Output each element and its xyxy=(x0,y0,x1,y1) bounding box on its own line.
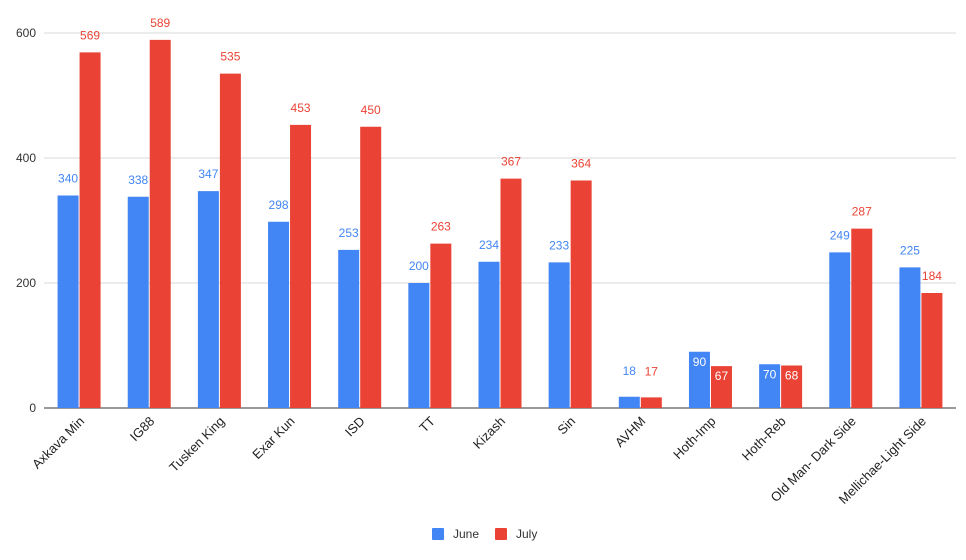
bar-july-7 xyxy=(570,180,592,408)
data-label-july-0: 569 xyxy=(80,28,100,42)
data-label-july-10: 68 xyxy=(785,369,799,383)
data-label-july-9: 67 xyxy=(715,369,729,383)
x-tick-label: Exar Kun xyxy=(249,414,297,462)
data-label-june-11: 249 xyxy=(830,228,850,242)
data-label-june-7: 233 xyxy=(549,238,569,252)
bar-june-12 xyxy=(899,267,921,408)
data-label-july-3: 453 xyxy=(291,101,311,115)
bar-june-4 xyxy=(338,249,360,408)
gridlines xyxy=(44,32,956,409)
data-label-june-8: 18 xyxy=(623,364,637,378)
bar-july-5 xyxy=(430,243,452,408)
data-label-june-12: 225 xyxy=(900,243,920,257)
y-tick-label: 400 xyxy=(16,151,36,165)
data-label-july-1: 589 xyxy=(150,16,170,30)
bar-july-3 xyxy=(290,124,312,408)
x-tick-label: Tusken King xyxy=(166,414,227,475)
bars xyxy=(57,39,943,408)
data-label-june-6: 234 xyxy=(479,238,499,252)
bar-july-4 xyxy=(360,126,382,408)
data-label-june-4: 253 xyxy=(339,226,359,240)
data-label-june-9: 90 xyxy=(693,355,707,369)
bar-june-11 xyxy=(829,252,851,408)
data-label-july-7: 364 xyxy=(571,157,591,171)
x-tick-label: Hoth-Imp xyxy=(670,414,718,462)
y-axis: 0 200 400 600 xyxy=(16,26,36,415)
x-tick-label: ISD xyxy=(342,414,368,440)
legend: June July xyxy=(432,527,537,541)
bar-july-1 xyxy=(149,39,171,408)
legend-swatch-june xyxy=(432,528,444,540)
bar-july-2 xyxy=(219,73,241,408)
bar-july-0 xyxy=(79,52,101,408)
bar-june-0 xyxy=(57,195,79,408)
data-labels: 340 569 338 589 347 535 298 453 253 450 200 263 234 3… xyxy=(58,16,942,383)
data-label-july-5: 263 xyxy=(431,220,451,234)
bar-june-1 xyxy=(127,196,149,408)
data-label-july-11: 287 xyxy=(852,205,872,219)
legend-label-july: July xyxy=(516,527,537,541)
data-label-july-8: 17 xyxy=(645,364,659,378)
bar-june-6 xyxy=(478,261,500,408)
x-tick-label: Kizash xyxy=(470,414,508,452)
bar-july-9 xyxy=(710,366,732,408)
bar-july-12 xyxy=(921,293,943,408)
data-label-july-4: 450 xyxy=(361,103,381,117)
bar-june-3 xyxy=(268,221,290,408)
data-label-june-0: 340 xyxy=(58,172,78,186)
x-tick-label: IG88 xyxy=(127,414,158,445)
data-label-july-12: 184 xyxy=(922,269,942,283)
data-label-june-2: 347 xyxy=(198,167,218,181)
bar-june-8 xyxy=(618,396,640,408)
bar-july-6 xyxy=(500,178,522,408)
legend-label-june: June xyxy=(453,527,479,541)
bar-june-10 xyxy=(759,364,781,408)
x-tick-label: Sin xyxy=(554,414,578,438)
x-tick-label: Axkava Min xyxy=(29,414,87,472)
data-label-june-3: 298 xyxy=(269,198,289,212)
bar-june-9 xyxy=(688,351,710,408)
y-tick-label: 0 xyxy=(29,401,36,415)
data-label-june-10: 70 xyxy=(763,367,777,381)
bar-july-10 xyxy=(781,365,803,408)
x-tick-label: AVHM xyxy=(612,414,648,450)
legend-swatch-july xyxy=(495,528,507,540)
data-label-june-1: 338 xyxy=(128,173,148,187)
y-tick-label: 600 xyxy=(16,26,36,40)
bar-june-2 xyxy=(197,191,219,408)
data-label-july-6: 367 xyxy=(501,155,521,169)
data-label-june-5: 200 xyxy=(409,259,429,273)
data-label-july-2: 535 xyxy=(220,50,240,64)
x-axis: Axkava Min IG88 Tusken King Exar Kun ISD TT Ki… xyxy=(29,413,929,506)
bar-july-11 xyxy=(851,228,873,408)
bar-june-7 xyxy=(548,262,570,408)
x-tick-label: Hoth-Reb xyxy=(739,414,789,464)
y-tick-label: 200 xyxy=(16,276,36,290)
bar-june-5 xyxy=(408,283,430,408)
bar-july-8 xyxy=(640,397,662,408)
x-tick-label: TT xyxy=(416,413,438,435)
